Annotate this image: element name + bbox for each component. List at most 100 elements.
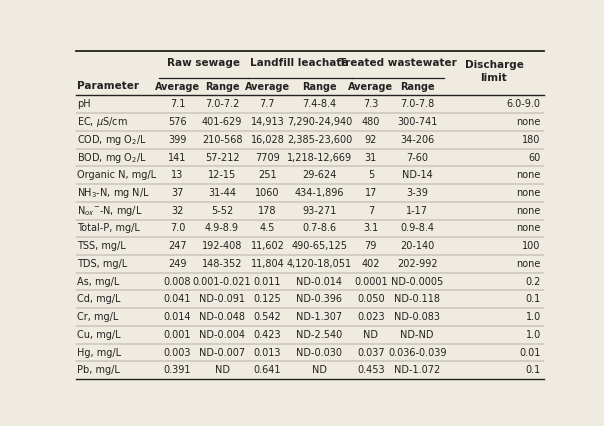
Text: 31-44: 31-44	[208, 188, 236, 198]
Text: BOD, mg O$_2$/L: BOD, mg O$_2$/L	[77, 150, 147, 164]
Text: 6.0-9.0: 6.0-9.0	[507, 99, 541, 109]
Text: none: none	[516, 117, 541, 127]
Text: 13: 13	[172, 170, 184, 180]
Text: 0.037: 0.037	[357, 348, 385, 357]
Text: 0.391: 0.391	[164, 365, 191, 375]
Text: 31: 31	[365, 153, 377, 162]
Text: Cr, mg/L: Cr, mg/L	[77, 312, 119, 322]
Text: 57-212: 57-212	[205, 153, 239, 162]
Text: 7,290-24,940: 7,290-24,940	[287, 117, 352, 127]
Text: 249: 249	[169, 259, 187, 269]
Text: 0.001: 0.001	[164, 330, 191, 340]
Text: ND: ND	[214, 365, 230, 375]
Text: none: none	[516, 259, 541, 269]
Text: 434-1,896: 434-1,896	[295, 188, 344, 198]
Text: ND-2.540: ND-2.540	[296, 330, 342, 340]
Text: 0.041: 0.041	[164, 294, 191, 304]
Text: As, mg/L: As, mg/L	[77, 276, 120, 287]
Text: ND-0.118: ND-0.118	[394, 294, 440, 304]
Text: N$_{ox}$$^{-}$-N, mg/L: N$_{ox}$$^{-}$-N, mg/L	[77, 204, 143, 218]
Text: 399: 399	[169, 135, 187, 145]
Text: 0.1: 0.1	[525, 294, 541, 304]
Text: 7.7: 7.7	[260, 99, 275, 109]
Text: 29-624: 29-624	[302, 170, 336, 180]
Text: TDS, mg/L: TDS, mg/L	[77, 259, 127, 269]
Text: 210-568: 210-568	[202, 135, 242, 145]
Text: EC, $\mu$S/cm: EC, $\mu$S/cm	[77, 115, 128, 129]
Text: ND-0.083: ND-0.083	[394, 312, 440, 322]
Text: 192-408: 192-408	[202, 241, 242, 251]
Text: ND-0.048: ND-0.048	[199, 312, 245, 322]
Text: 7.0-7.2: 7.0-7.2	[205, 99, 239, 109]
Text: 92: 92	[365, 135, 377, 145]
Text: Raw sewage: Raw sewage	[167, 58, 240, 68]
Text: 401-629: 401-629	[202, 117, 242, 127]
Text: 1.0: 1.0	[525, 330, 541, 340]
Text: 79: 79	[365, 241, 377, 251]
Text: 0.014: 0.014	[164, 312, 191, 322]
Text: ND: ND	[364, 330, 378, 340]
Text: 7.1: 7.1	[170, 99, 185, 109]
Text: Range: Range	[205, 82, 239, 92]
Text: 1.0: 1.0	[525, 312, 541, 322]
Text: 20-140: 20-140	[400, 241, 434, 251]
Text: 93-271: 93-271	[302, 206, 336, 216]
Text: 7-60: 7-60	[406, 153, 428, 162]
Text: ND: ND	[312, 365, 327, 375]
Text: Total-P, mg/L: Total-P, mg/L	[77, 223, 140, 233]
Text: none: none	[516, 223, 541, 233]
Text: Range: Range	[302, 82, 336, 92]
Text: 7.4-8.4: 7.4-8.4	[303, 99, 336, 109]
Text: 7: 7	[368, 206, 374, 216]
Text: 16,028: 16,028	[251, 135, 284, 145]
Text: 0.036-0.039: 0.036-0.039	[388, 348, 446, 357]
Text: 576: 576	[169, 117, 187, 127]
Text: Cd, mg/L: Cd, mg/L	[77, 294, 121, 304]
Text: Average: Average	[245, 82, 290, 92]
Text: 37: 37	[172, 188, 184, 198]
Text: ND-0.004: ND-0.004	[199, 330, 245, 340]
Text: Hg, mg/L: Hg, mg/L	[77, 348, 121, 357]
Text: 480: 480	[362, 117, 380, 127]
Text: 5: 5	[368, 170, 374, 180]
Text: 0.453: 0.453	[357, 365, 385, 375]
Text: 60: 60	[528, 153, 541, 162]
Text: 202-992: 202-992	[397, 259, 437, 269]
Text: 1,218-12,669: 1,218-12,669	[287, 153, 352, 162]
Text: 7.0-7.8: 7.0-7.8	[400, 99, 434, 109]
Text: 0.2: 0.2	[525, 276, 541, 287]
Text: none: none	[516, 188, 541, 198]
Text: 7.3: 7.3	[363, 99, 379, 109]
Text: 148-352: 148-352	[202, 259, 242, 269]
Text: 180: 180	[522, 135, 541, 145]
Text: TSS, mg/L: TSS, mg/L	[77, 241, 126, 251]
Text: 141: 141	[169, 153, 187, 162]
Text: none: none	[516, 206, 541, 216]
Text: 0.01: 0.01	[519, 348, 541, 357]
Text: ND-0.396: ND-0.396	[297, 294, 342, 304]
Text: Parameter: Parameter	[77, 81, 140, 91]
Text: ND-0.014: ND-0.014	[297, 276, 342, 287]
Text: 7709: 7709	[255, 153, 280, 162]
Text: 0.013: 0.013	[254, 348, 281, 357]
Text: 17: 17	[365, 188, 377, 198]
Text: 1060: 1060	[255, 188, 280, 198]
Text: Treated wastewater: Treated wastewater	[339, 58, 457, 68]
Text: ND-0.007: ND-0.007	[199, 348, 245, 357]
Text: 0.001-0.021: 0.001-0.021	[193, 276, 251, 287]
Text: 300-741: 300-741	[397, 117, 437, 127]
Text: ND-0.0005: ND-0.0005	[391, 276, 443, 287]
Text: 100: 100	[522, 241, 541, 251]
Text: Range: Range	[400, 82, 434, 92]
Text: 0.641: 0.641	[254, 365, 281, 375]
Text: COD, mg O$_2$/L: COD, mg O$_2$/L	[77, 133, 147, 147]
Text: Average: Average	[155, 82, 200, 92]
Text: 11,602: 11,602	[251, 241, 284, 251]
Text: 0.1: 0.1	[525, 365, 541, 375]
Text: Average: Average	[349, 82, 393, 92]
Text: 0.0001: 0.0001	[354, 276, 388, 287]
Text: Organic N, mg/L: Organic N, mg/L	[77, 170, 156, 180]
Text: 0.542: 0.542	[254, 312, 281, 322]
Text: NH$_3$-N, mg N/L: NH$_3$-N, mg N/L	[77, 186, 150, 200]
Text: 0.125: 0.125	[254, 294, 281, 304]
